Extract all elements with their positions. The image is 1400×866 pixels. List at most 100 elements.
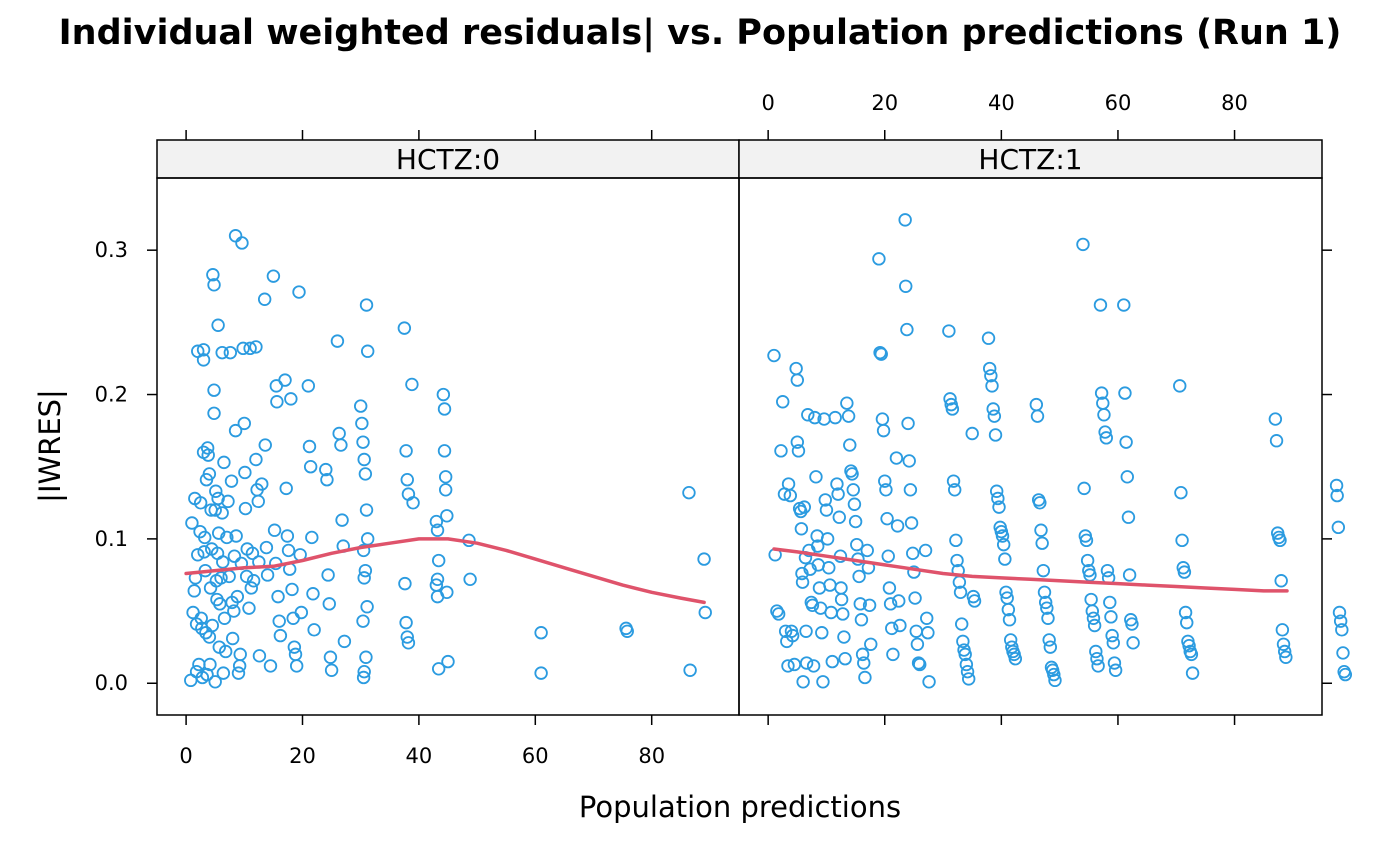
data-point — [1329, 478, 1344, 493]
data-point — [901, 416, 915, 431]
data-point — [324, 663, 339, 677]
data-point — [255, 477, 269, 491]
data-point — [995, 529, 1010, 543]
data-point — [1079, 533, 1094, 548]
data-point — [246, 574, 261, 588]
data-point — [819, 503, 834, 517]
data-point — [305, 530, 319, 545]
x-tick-label: 0 — [179, 744, 192, 768]
data-point — [217, 455, 231, 470]
data-point — [860, 543, 874, 558]
panel-strip-label: HCTZ:0 — [396, 143, 500, 176]
data-point — [822, 561, 836, 575]
data-point — [909, 624, 923, 638]
data-point — [288, 647, 303, 662]
data-point — [799, 656, 814, 670]
data-point — [214, 571, 228, 585]
data-point — [1035, 536, 1049, 550]
data-point — [956, 634, 970, 649]
y-axis-title: |IWRES| — [33, 389, 67, 503]
data-point — [1180, 615, 1194, 630]
data-point — [1100, 563, 1115, 578]
data-point — [838, 652, 852, 666]
data-point — [223, 345, 238, 360]
data-point — [809, 470, 823, 484]
data-point — [1174, 485, 1188, 500]
data-point — [357, 452, 371, 467]
data-point — [774, 444, 788, 458]
data-point — [1085, 604, 1099, 618]
data-point — [987, 409, 1002, 423]
data-point — [205, 618, 219, 633]
data-point — [985, 379, 999, 393]
data-point — [781, 659, 795, 673]
data-point — [1030, 409, 1045, 423]
data-point — [1041, 611, 1055, 625]
data-point — [1029, 397, 1044, 412]
data-point — [186, 605, 200, 620]
data-point — [1330, 488, 1344, 503]
data-point — [356, 435, 370, 449]
data-point — [876, 423, 891, 438]
data-point — [1335, 623, 1349, 637]
data-point — [355, 416, 369, 431]
x-tick-label: 0 — [761, 91, 774, 115]
data-point — [207, 383, 221, 397]
data-point — [231, 666, 246, 680]
data-point — [334, 438, 348, 452]
data-point — [1099, 431, 1113, 445]
panel-strip-label: HCTZ:1 — [978, 143, 1082, 176]
data-point — [790, 373, 805, 387]
data-point — [697, 552, 711, 566]
data-point — [332, 426, 346, 441]
data-point — [208, 675, 222, 689]
data-point — [892, 594, 906, 608]
data-point — [1043, 640, 1058, 654]
x-tick-label: 40 — [988, 91, 1015, 115]
data-point — [1037, 585, 1052, 599]
data-point — [1119, 435, 1133, 449]
data-point — [857, 656, 871, 670]
data-point — [1331, 520, 1346, 535]
data-point — [1047, 667, 1061, 682]
data-point — [834, 581, 848, 595]
data-point — [236, 341, 250, 356]
data-point — [1332, 605, 1347, 620]
data-point — [356, 543, 371, 558]
data-point — [270, 395, 284, 409]
data-point — [292, 285, 306, 299]
data-point — [815, 626, 829, 640]
data-point — [202, 467, 217, 481]
data-point — [992, 500, 1006, 514]
data-point — [321, 568, 335, 582]
data-point — [279, 481, 293, 496]
data-point — [767, 348, 781, 363]
data-point — [399, 444, 413, 458]
data-point — [797, 500, 811, 514]
data-point — [1105, 628, 1119, 643]
data-point — [463, 572, 477, 587]
data-point — [1104, 610, 1118, 624]
data-point — [271, 589, 285, 604]
data-point — [224, 474, 239, 488]
data-point — [911, 656, 926, 670]
panel-strip — [156, 139, 740, 179]
data-point — [1108, 663, 1123, 677]
data-point — [1276, 637, 1291, 651]
data-point — [1089, 644, 1103, 659]
data-point — [883, 597, 898, 611]
data-point — [683, 663, 697, 677]
data-point — [278, 373, 292, 387]
data-point — [886, 647, 900, 662]
data-point — [864, 637, 878, 651]
data-point — [988, 428, 1003, 442]
data-point — [890, 519, 905, 533]
x-tick-label: 80 — [1221, 91, 1248, 115]
data-point — [962, 672, 976, 686]
data-point — [953, 585, 968, 599]
data-point — [196, 343, 211, 357]
data-point — [920, 611, 934, 625]
data-point — [1122, 568, 1137, 582]
data-point — [840, 396, 854, 410]
data-point — [302, 439, 317, 454]
